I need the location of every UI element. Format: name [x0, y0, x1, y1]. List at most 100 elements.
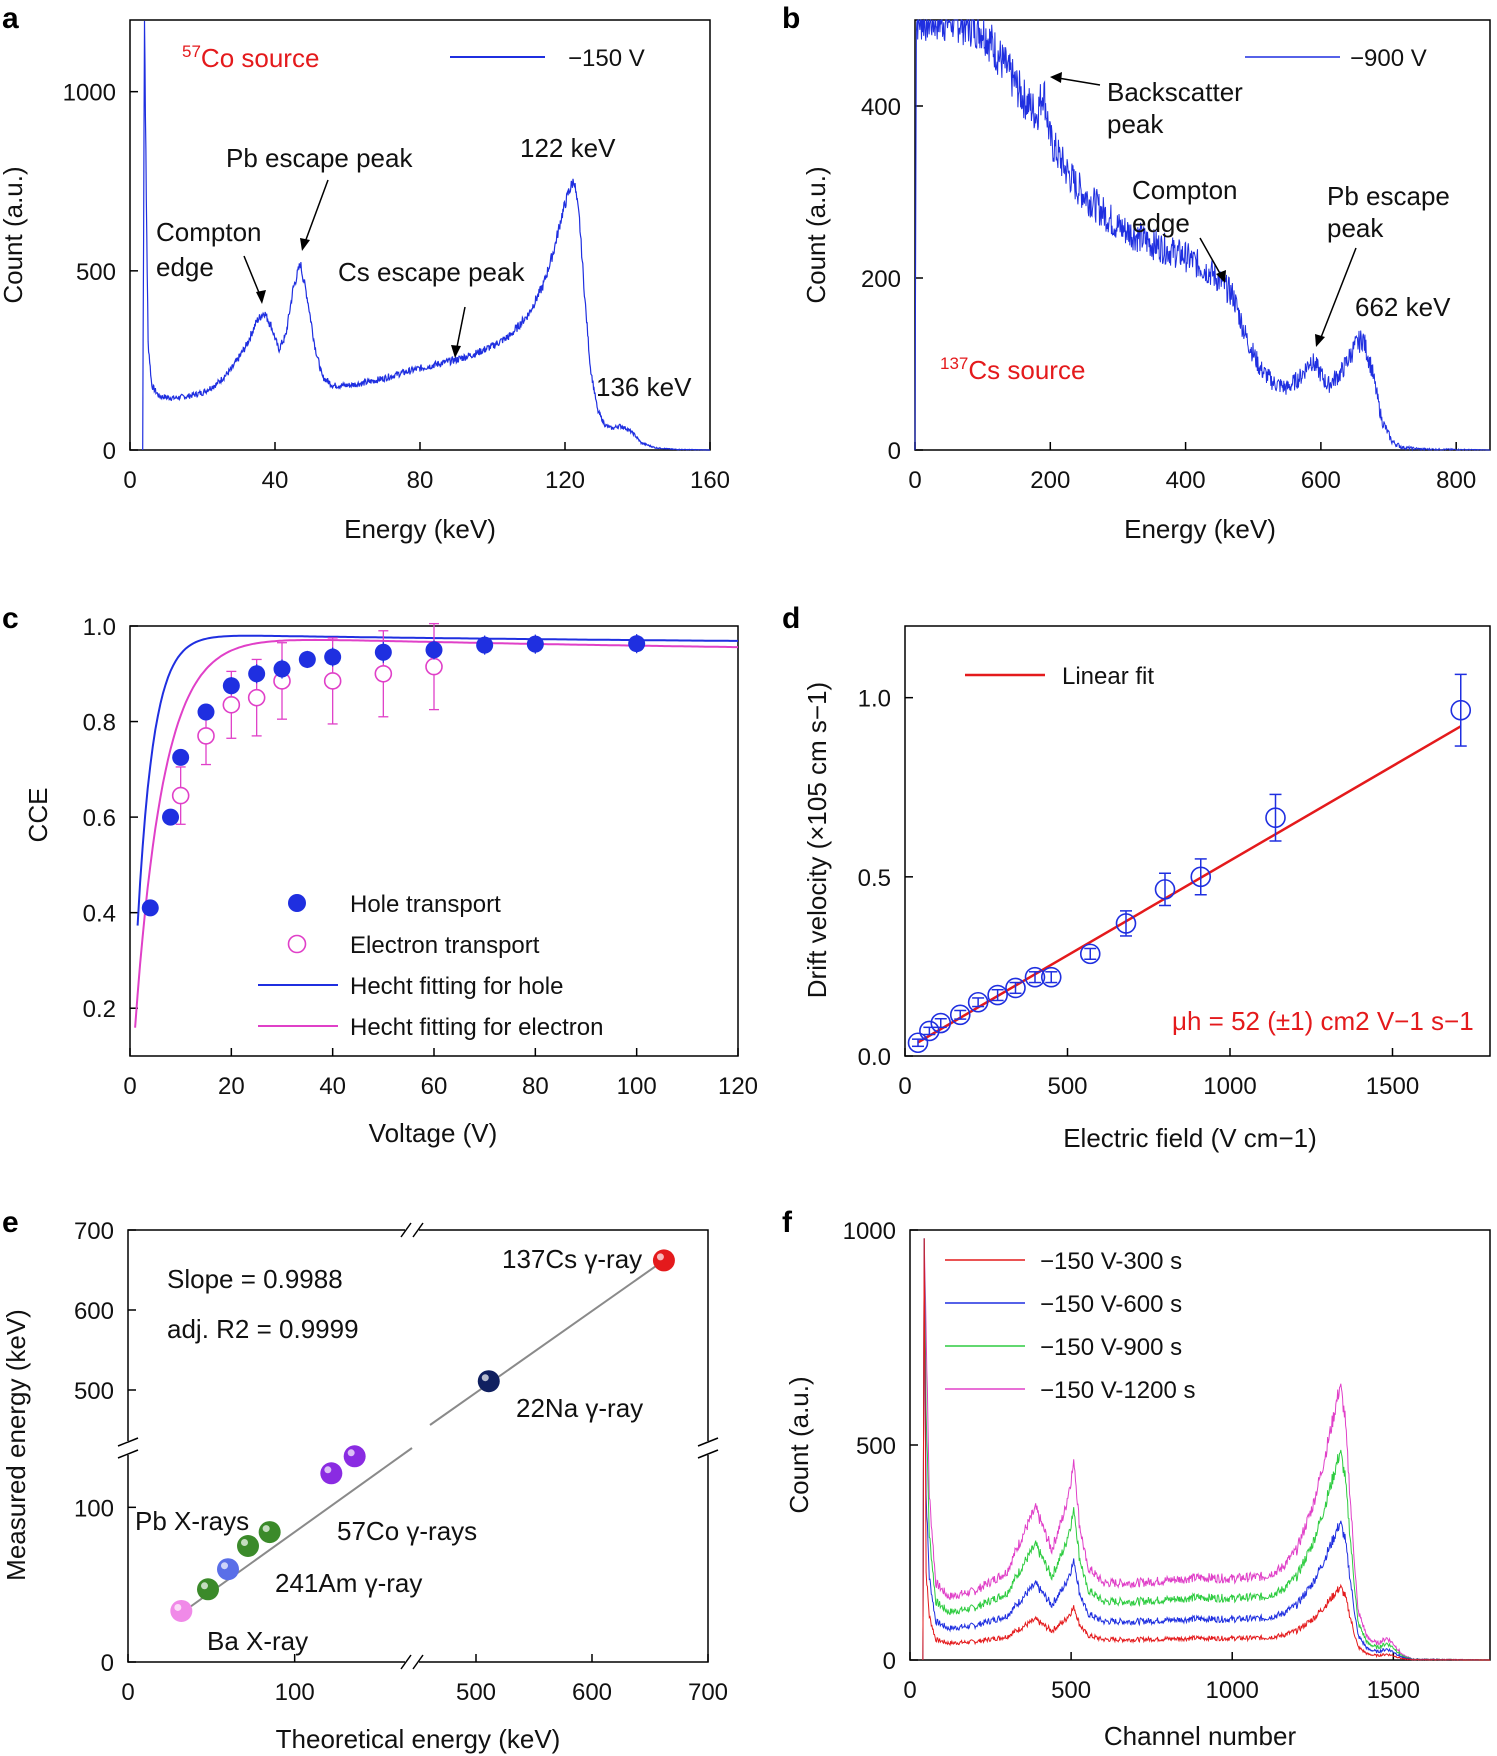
panel-b-arrowhead-pb [1315, 334, 1325, 347]
panel-a-xtick-label: 160 [690, 467, 730, 494]
panel-b-annot-peak1: peak [1107, 109, 1164, 139]
panel-a-ylabel: Count (a.u.) [0, 166, 28, 303]
panel-f-legend-text: −150 V-600 s [1040, 1291, 1182, 1318]
panel-c-hole-point [197, 703, 215, 721]
panel-a-ytick-label: 0 [103, 438, 116, 465]
panel-b-arrow-backscatter [1057, 77, 1101, 86]
panel-e-label-na: 22Na γ-ray [516, 1393, 643, 1423]
panel-d-point [1079, 943, 1101, 965]
panel-d-point [967, 991, 989, 1013]
panel-letter-c: c [2, 602, 19, 635]
panel-c-electron-point [247, 688, 266, 707]
panel-d-point [907, 1032, 929, 1054]
panel-d-frame [904, 625, 1491, 1057]
panel-a-annot-136: 136 keV [596, 372, 692, 402]
panel-a-xtick-label: 40 [262, 467, 289, 494]
panel-e-xtick-label: 600 [572, 1679, 612, 1706]
panel-letter-e: e [2, 1206, 19, 1239]
panel-e-xtick-label: 500 [456, 1679, 496, 1706]
panel-b-arrow-pb [1319, 247, 1357, 341]
panel-b-ytick-label: 400 [861, 94, 901, 121]
panel-f-xtick-label: 1500 [1367, 1677, 1420, 1704]
panel-d-point [919, 1020, 940, 1042]
panel-b-series [914, 18, 1490, 452]
panel-e-point [237, 1535, 259, 1557]
panel-d-ytick-label: 0.0 [858, 1044, 891, 1071]
panel-b-source-text: Cs source [968, 355, 1085, 385]
panel-e-break-gap [123, 1441, 133, 1455]
panel-d-xtick-label: 0 [898, 1073, 911, 1100]
panel-f-ylabel: Count (a.u.) [784, 1376, 814, 1513]
panel-e-point-highlight [262, 1525, 270, 1533]
panel-f-ytick-label: 500 [856, 1433, 896, 1460]
panel-e-break-mark [697, 1437, 719, 1447]
panel-f-xtick-label: 1000 [1206, 1677, 1259, 1704]
panel-a-annot-edge: edge [156, 252, 214, 282]
panel-e-point-highlight [324, 1466, 332, 1474]
panel-e-break-gap [405, 1657, 419, 1667]
panel-c-ytick-label: 0.6 [83, 805, 116, 832]
panel-c-xtick-label: 100 [617, 1073, 657, 1100]
panel-a-source-sup: 57 [182, 42, 201, 61]
panel-e-break-mark [412, 1654, 424, 1670]
panel-d-point [930, 1012, 952, 1034]
panel-a-arrowhead-pb [300, 238, 310, 251]
panel-a-arrowhead-compton [256, 290, 266, 304]
panel-e-chart: 0 100 500 600 700 0 100 500 600 700 Theoretical e… [1, 1218, 728, 1754]
panel-b-frame [914, 19, 1491, 451]
panel-a-arrow-pb [303, 179, 329, 246]
panel-e-fit-line-upper [429, 1259, 665, 1426]
panel-e-ytick-label: 500 [74, 1378, 114, 1405]
panel-c-hole-point [324, 648, 342, 666]
panel-e-point [477, 1370, 500, 1393]
panel-c-ylabel: CCE [23, 788, 53, 843]
panel-e-ticks: 0 100 500 600 700 0 100 500 600 700 [74, 1218, 728, 1706]
panel-b-annot-edge: edge [1132, 208, 1190, 238]
panel-e-point [652, 1249, 675, 1272]
panel-a-source-label: 57Co source [182, 42, 319, 73]
panel-c-ytick-label: 0.2 [83, 996, 116, 1023]
panel-b-annot-peak2: peak [1327, 213, 1384, 243]
panel-letter-d: d [782, 602, 800, 635]
panel-e-label-pb: Pb X-rays [135, 1506, 249, 1536]
panel-a-spectrum-line [142, 20, 710, 451]
panel-letter-f: f [782, 1206, 793, 1239]
panel-c-xtick-label: 80 [522, 1073, 549, 1100]
panel-e-xtick-label: 100 [275, 1679, 315, 1706]
panel-b-arrowhead-backscatter [1050, 72, 1062, 83]
panel-e-point-highlight [201, 1582, 208, 1590]
panel-e-xtick-label: 0 [121, 1679, 134, 1706]
panel-e-label-ba: Ba X-ray [207, 1626, 308, 1656]
panel-f-legend-text: −150 V-1200 s [1040, 1377, 1195, 1404]
panel-c-electron-point [374, 664, 393, 683]
panel-c-hole-point [141, 899, 159, 917]
panel-a-annot-compton: Compton [156, 217, 262, 247]
panel-b-xlabel: Energy (keV) [1124, 514, 1276, 544]
panel-d-legend-text: Linear fit [1062, 663, 1154, 690]
panel-e-break-mark [117, 1437, 139, 1447]
panel-d-series [907, 673, 1472, 1054]
panel-f-ytick-label: 0 [883, 1648, 896, 1675]
panel-a-chart: 0 40 80 120 160 0 500 1000 Energy (keV) Count (… [0, 19, 730, 544]
panel-d-point [1115, 913, 1137, 934]
panel-c-xlabel: Voltage (V) [369, 1118, 498, 1148]
panel-e-ytick-label: 100 [74, 1495, 114, 1522]
panel-f-xtick-label: 500 [1051, 1677, 1091, 1704]
panel-b-xtick-label: 800 [1436, 467, 1476, 494]
panel-e-series [170, 1249, 675, 1622]
panel-e-point-highlight [221, 1562, 228, 1570]
panel-b-xtick-label: 200 [1030, 467, 1070, 494]
panel-d-point [1190, 866, 1212, 888]
panel-b-annot-662: 662 keV [1355, 292, 1451, 322]
panel-e-point-highlight [656, 1253, 664, 1261]
panel-a-xtick-label: 120 [545, 467, 585, 494]
panel-e-label-cs: 137Cs γ-ray [502, 1244, 642, 1274]
panel-b-legend-text: −900 V [1350, 45, 1427, 72]
panel-c-hole-point [628, 635, 646, 653]
panel-e-ytick-label: 600 [74, 1298, 114, 1325]
panel-e-point [197, 1578, 219, 1601]
panel-a-ytick-label: 1000 [63, 80, 116, 107]
panel-f-legend: −150 V-300 s −150 V-600 s −150 V-900 s −150… [945, 1248, 1195, 1404]
panel-e-break-mark [697, 1449, 719, 1459]
